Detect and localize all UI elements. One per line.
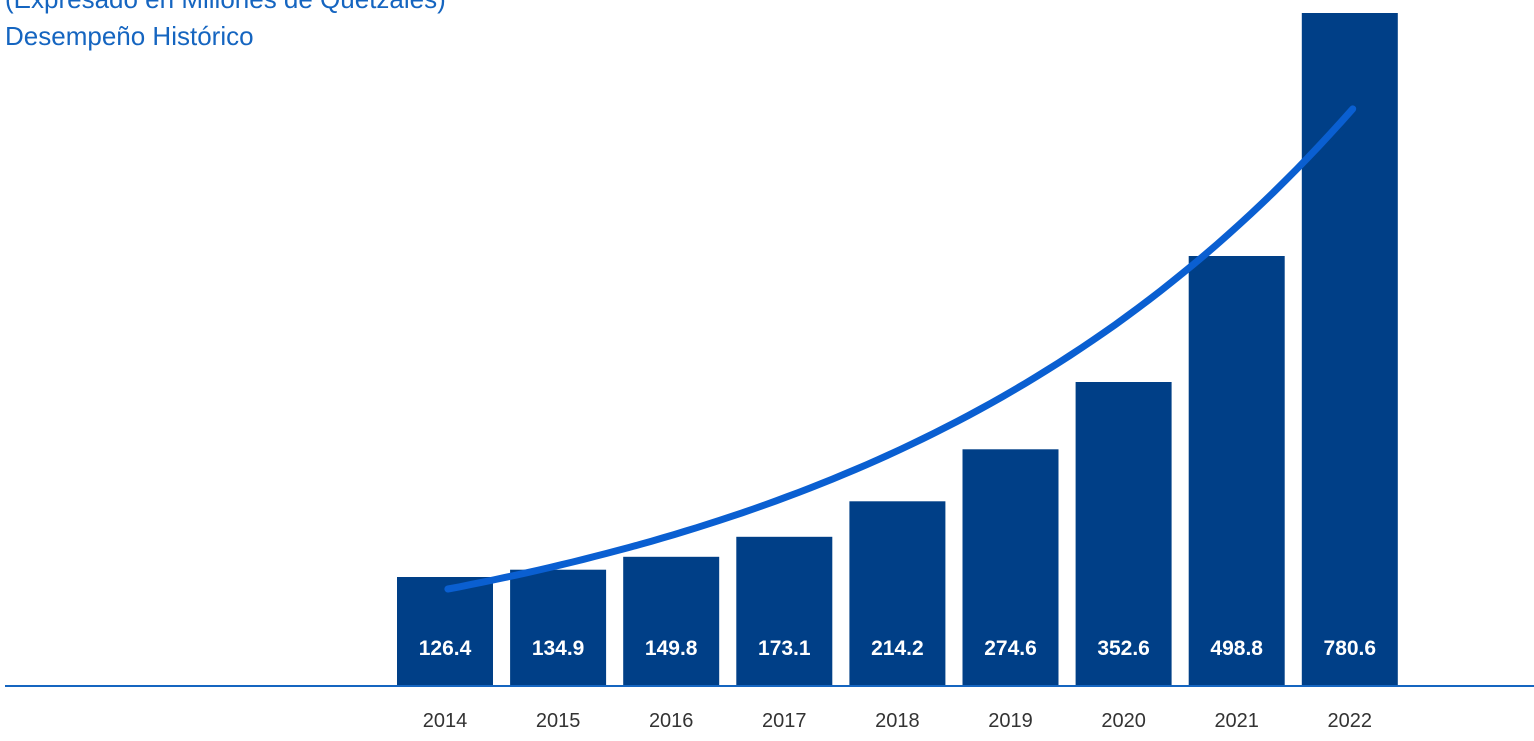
x-tick-label: 2021: [1214, 710, 1259, 732]
trend-line: [444, 105, 1357, 593]
bar-2022: [1301, 13, 1398, 686]
chart-subtitle: (Expresado en Millones de Quetzales): [5, 0, 446, 15]
x-tick-label: 2016: [649, 710, 694, 732]
bar-value-label: 498.8: [1210, 637, 1263, 660]
bar-value-label: 274.6: [984, 637, 1037, 660]
chart-title: Desempeño Histórico: [5, 21, 254, 51]
bar-2017: [736, 536, 833, 686]
x-tick-labels-layer: 2014 2015 2016 2017 2018 2019 2020 2021 2022: [423, 710, 1372, 732]
x-tick-label: 2015: [536, 710, 581, 732]
bar-2020: [1075, 382, 1172, 686]
bar-value-label: 214.2: [871, 637, 924, 660]
bar-2018: [849, 501, 946, 686]
x-tick-label: 2017: [762, 710, 807, 732]
x-tick-label: 2014: [423, 710, 468, 732]
bar-value-label: 149.8: [645, 637, 698, 660]
x-tick-label: 2018: [875, 710, 920, 732]
bar-value-label: 780.6: [1324, 637, 1377, 660]
bar-2014: [397, 577, 493, 686]
x-tick-label: 2022: [1328, 710, 1373, 732]
bars-layer: [397, 13, 1398, 686]
bar-value-label: 352.6: [1097, 637, 1150, 660]
bar-value-label: 173.1: [758, 637, 811, 660]
bar-2021: [1188, 256, 1285, 686]
value-labels-layer: 126.4 134.9 149.8 173.1 214.2 274.6 352.6 498.8…: [419, 637, 1376, 660]
bar-value-label: 126.4: [419, 637, 472, 660]
bar-value-label: 134.9: [532, 637, 585, 660]
x-tick-label: 2020: [1101, 710, 1146, 732]
bar-2019: [962, 449, 1059, 686]
x-tick-label: 2019: [988, 710, 1033, 732]
bar-2015: [510, 569, 607, 686]
bar-2016: [623, 556, 720, 686]
